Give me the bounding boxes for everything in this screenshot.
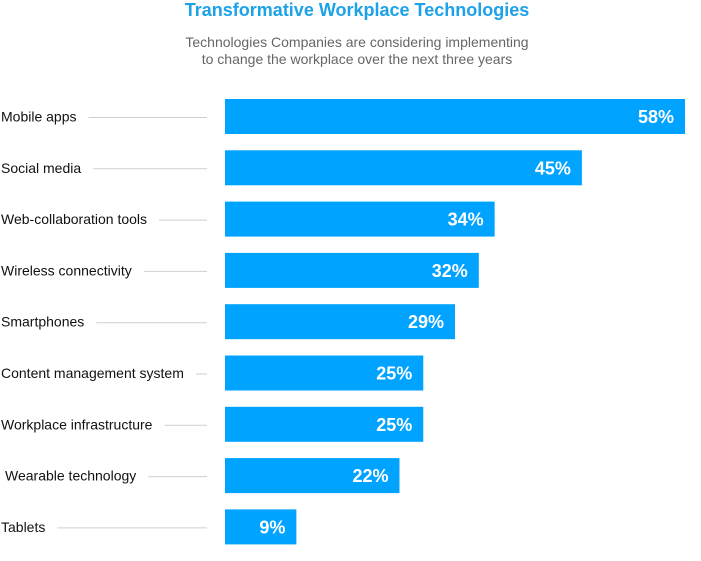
- chart-subtitle: Technologies Companies are considering i…: [0, 34, 701, 68]
- value-label: 32%: [432, 261, 468, 281]
- chart-subtitle-line-2: to change the workplace over the next th…: [201, 51, 513, 67]
- bar: [225, 355, 424, 391]
- value-label: 22%: [352, 466, 388, 486]
- value-label: 29%: [408, 312, 444, 332]
- category-label: Web-collaboration tools: [1, 211, 147, 227]
- category-label: Social media: [1, 160, 81, 176]
- bar: [225, 304, 455, 340]
- category-label: Wireless connectivity: [1, 262, 132, 278]
- value-label: 9%: [259, 517, 285, 537]
- value-label: 25%: [376, 415, 412, 435]
- category-label: Workplace infrastructure: [1, 416, 153, 432]
- bar: [225, 150, 582, 186]
- category-label: Content management system: [1, 365, 184, 381]
- chart-title: Transformative Workplace Technologies: [184, 0, 530, 20]
- chart-subtitle-line-1: Technologies Companies are considering i…: [185, 34, 529, 50]
- bar: [225, 252, 479, 288]
- value-label: 25%: [376, 364, 412, 384]
- value-label: 58%: [638, 107, 674, 127]
- bar: [225, 406, 424, 442]
- value-label: 34%: [448, 210, 484, 230]
- bar: [225, 99, 685, 134]
- bar: [225, 509, 297, 545]
- category-label: Wearable technology: [5, 468, 136, 484]
- category-label: Mobile apps: [1, 109, 77, 125]
- bar: [225, 201, 495, 237]
- bar: [225, 458, 400, 494]
- category-label: Tablets: [1, 519, 45, 535]
- value-label: 45%: [535, 158, 571, 178]
- category-label: Smartphones: [1, 314, 84, 330]
